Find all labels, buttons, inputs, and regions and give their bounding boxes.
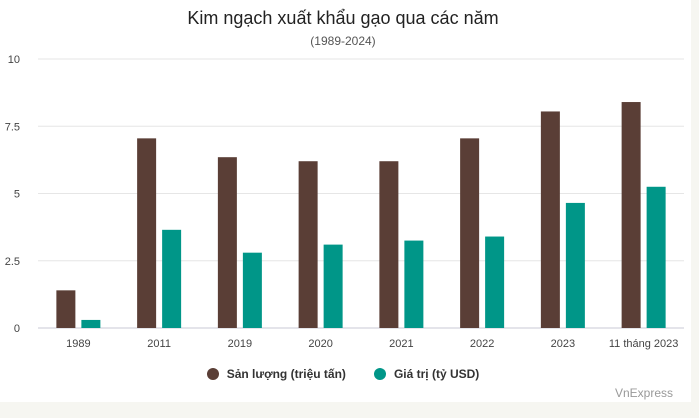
bar-volume[interactable] [379,161,399,328]
x-tick-label: 2019 [228,338,252,350]
chart-subtitle: (1989-2024) [310,34,376,48]
bar-value[interactable] [242,252,262,328]
bar-value[interactable] [646,186,666,328]
legend-label-volume: Sản lượng (triệu tấn) [226,367,346,381]
y-tick-label: 10 [8,54,20,66]
x-tick-label: 2022 [470,338,494,350]
legend-item-value[interactable]: Giá trị (tỷ USD) [373,367,480,381]
x-tick-label: 1989 [66,338,90,350]
bar-value[interactable] [162,229,182,328]
y-tick-label: 2.5 [5,256,20,268]
bar-volume[interactable] [460,138,480,328]
y-tick-label: 5 [14,189,20,201]
x-tick-label: 2023 [551,338,575,350]
frame-right-strip [691,0,699,418]
y-tick-label: 0 [14,323,20,335]
bar-volume[interactable] [137,138,157,328]
bar-volume[interactable] [217,157,237,328]
bar-value[interactable] [404,240,424,328]
bar-volume[interactable] [56,290,76,328]
y-tick-label: 7.5 [5,121,20,133]
bar-volume[interactable] [298,161,318,328]
legend-item-volume[interactable]: Sản lượng (triệu tấn) [206,367,346,381]
x-tick-label: 2021 [389,338,413,350]
bar-volume[interactable] [540,111,560,328]
x-tick-label: 2020 [308,338,332,350]
bar-volume[interactable] [621,102,641,328]
bar-value[interactable] [81,319,101,328]
bar-value[interactable] [323,244,343,328]
bar-value[interactable] [565,202,585,328]
bar-value[interactable] [485,236,505,328]
x-tick-label: 2011 [147,338,171,350]
x-tick-label: 11 tháng 2023 [609,338,679,350]
frame-bottom-strip [0,402,699,418]
chart-legend: Sản lượng (triệu tấn) Giá trị (tỷ USD) [0,367,686,381]
legend-swatch-volume [206,368,219,380]
legend-swatch-value [373,368,386,380]
source-credit: VnExpress [614,386,673,400]
chart-title: Kim ngạch xuất khẩu gạo qua các năm [187,8,499,28]
legend-label-value: Giá trị (tỷ USD) [393,367,480,381]
